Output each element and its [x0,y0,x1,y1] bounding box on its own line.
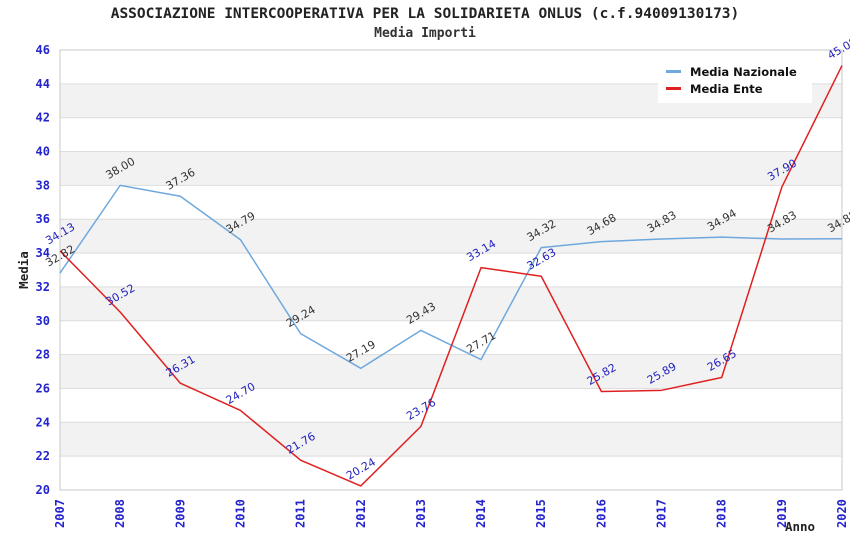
legend-item-media-nazionale: Media Nazionale [666,63,806,80]
chart-title: ASSOCIAZIONE INTERCOOPERATIVA PER LA SOL… [110,6,740,22]
x-tick-label: 2019 [775,499,789,528]
plot-frame [59,49,843,491]
x-tick-label: 2015 [534,499,548,528]
x-tick-label: 2007 [53,499,67,528]
x-tick-label: 2014 [474,499,488,528]
plot-band [60,185,842,220]
plot-band [60,388,842,423]
y-tick-label: 38 [36,178,50,192]
x-tick-label: 2010 [233,499,247,528]
y-tick-label: 30 [36,314,50,328]
y-tick-label: 42 [36,111,50,125]
x-tick-label: 2008 [113,499,127,528]
y-tick-label: 44 [36,77,50,91]
y-tick-label: 40 [36,145,50,159]
y-tick-label: 22 [36,449,50,463]
x-tick-label: 2020 [835,499,849,528]
x-tick-label: 2018 [715,499,729,528]
plot-band [60,422,842,457]
legend-swatch-media-nazionale-icon [666,70,681,73]
x-tick-label: 2016 [594,499,608,528]
y-tick-label: 36 [36,212,50,226]
y-tick-label: 20 [36,483,50,497]
plot-band [60,354,842,389]
y-tick-label: 46 [36,43,50,57]
plot-band [60,320,842,355]
y-tick-label: 24 [36,415,50,429]
plot-band [60,456,842,490]
x-axis-title: Anno [785,519,815,534]
x-tick-label: 2012 [354,499,368,528]
y-axis-title: Media [16,251,31,289]
x-tick-label: 2011 [294,499,308,528]
legend-label-media-nazionale: Media Nazionale [690,64,797,79]
plot-band [60,253,842,287]
legend-item-media-ente: Media Ente [666,80,806,97]
x-tick-label: 2013 [414,499,428,528]
plot-band [60,151,842,186]
x-tick-label: 2009 [173,499,187,528]
plot-band [60,219,842,254]
legend-swatch-media-ente-icon [666,87,681,90]
plot-band [60,117,842,152]
chart-subtitle: Media Importi [374,26,476,41]
x-tick-label: 2017 [655,499,669,528]
y-tick-label: 26 [36,381,50,395]
series-line-media-ente [59,65,843,487]
legend: Media Nazionale Media Ente [658,57,812,103]
legend-label-media-ente: Media Ente [690,81,763,96]
y-tick-label: 28 [36,348,50,362]
y-tick-label: 32 [36,280,50,294]
plot-band [60,286,842,321]
value-label: 45.08 [825,35,850,62]
y-tick-label: 34 [36,246,50,260]
